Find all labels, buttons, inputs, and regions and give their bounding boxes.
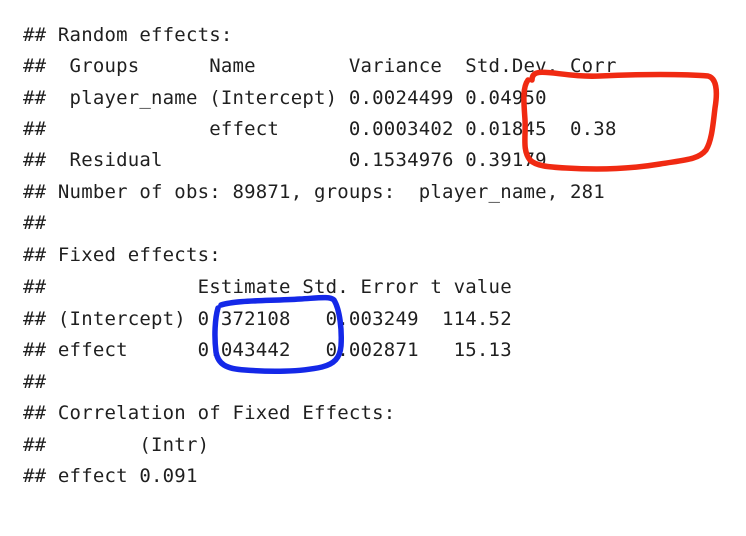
console-line: ## Fixed effects: xyxy=(23,244,221,266)
console-line: ## player_name (Intercept) 0.0024499 0.0… xyxy=(23,87,547,109)
console-line: ## xyxy=(23,371,47,393)
console-line: ## Number of obs: 89871, groups: player_… xyxy=(23,181,605,203)
console-line: ## (Intercept) 0.372108 0.003249 114.52 xyxy=(23,308,512,330)
console-line: ## (Intr) xyxy=(23,434,210,456)
console-line: ## effect 0.043442 0.002871 15.13 xyxy=(23,339,512,361)
console-line: ## effect 0.0003402 0.01845 0.38 xyxy=(23,118,617,140)
console-line: ## Groups Name Variance Std.Dev. Corr xyxy=(23,55,617,77)
console-line: ## Random effects: xyxy=(23,24,233,46)
console-line: ## xyxy=(23,212,47,234)
console-line: ## Estimate Std. Error t value xyxy=(23,276,512,298)
console-line: ## Residual 0.1534976 0.39179 xyxy=(23,149,547,171)
console-line: ## effect 0.091 xyxy=(23,465,198,487)
console-line: ## Correlation of Fixed Effects: xyxy=(23,402,396,424)
